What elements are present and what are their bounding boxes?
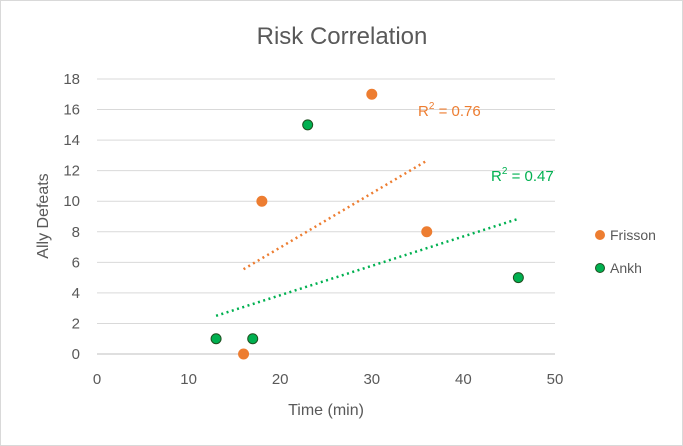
chart-title: Risk Correlation [257, 23, 428, 50]
y-tick-labels: 0 2 4 6 8 10 12 14 16 18 [63, 71, 80, 363]
data-point-frisson [238, 348, 250, 360]
y-tick-label: 4 [72, 285, 80, 302]
trendline-ankh [215, 217, 519, 317]
x-tick-label: 40 [455, 371, 472, 388]
x-tick-label: 30 [363, 371, 380, 388]
data-point-ankh [512, 272, 524, 284]
x-tick-labels: 0 10 20 30 40 50 [93, 371, 564, 388]
y-tick-label: 6 [72, 254, 80, 271]
legend-item-ankh: Ankh [595, 260, 642, 276]
gridlines [97, 78, 555, 355]
x-axis-title: Time (min) [288, 402, 364, 419]
legend-marker-icon [595, 230, 605, 240]
y-tick-label: 8 [72, 224, 80, 241]
data-point-frisson [421, 226, 433, 238]
legend-label: Ankh [610, 260, 642, 276]
r2-label-ankh: R2 = 0.47 [491, 166, 554, 185]
y-tick-label: 2 [72, 315, 80, 332]
r2-label-frisson: R2 = 0.76 [418, 101, 481, 120]
legend-marker-icon [595, 263, 605, 273]
y-tick-label: 12 [63, 163, 80, 180]
y-axis-title: Ally Defeats [35, 173, 52, 258]
legend-label: Frisson [610, 227, 656, 243]
trendline-frisson [242, 159, 428, 271]
legend-item-frisson: Frisson [595, 227, 656, 243]
y-tick-label: 18 [63, 71, 80, 88]
trendlines [215, 159, 519, 317]
data-point-ankh [247, 333, 259, 345]
data-point-ankh [210, 333, 222, 345]
legend: Frisson Ankh [595, 227, 656, 276]
y-tick-label: 0 [72, 346, 80, 363]
y-tick-label: 16 [63, 102, 80, 119]
data-point-frisson [256, 195, 268, 207]
x-tick-label: 10 [180, 371, 197, 388]
data-points [210, 88, 524, 360]
x-tick-label: 0 [93, 371, 101, 388]
x-tick-label: 20 [272, 371, 289, 388]
data-point-frisson [366, 88, 378, 100]
data-point-ankh [302, 119, 314, 131]
y-tick-label: 14 [63, 132, 80, 149]
y-tick-label: 10 [63, 193, 80, 210]
r2-labels: R2 = 0.76 R2 = 0.47 [418, 101, 554, 185]
x-tick-label: 50 [547, 371, 564, 388]
